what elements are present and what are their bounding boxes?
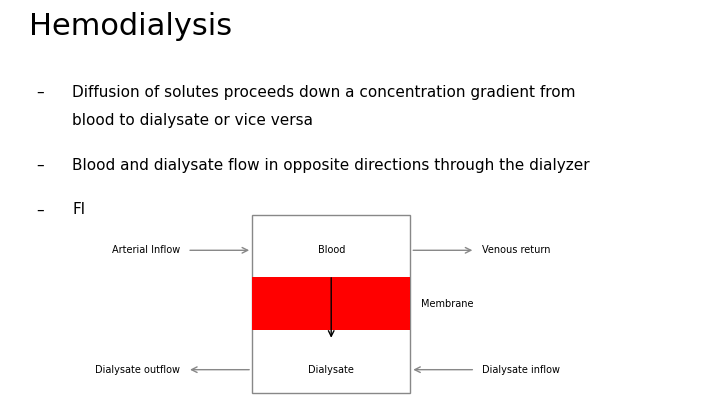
Text: Membrane: Membrane xyxy=(421,299,474,309)
Text: Arterial Inflow: Arterial Inflow xyxy=(112,245,180,255)
Text: –: – xyxy=(36,202,44,217)
Text: Blood and dialysate flow in opposite directions through the dialyzer: Blood and dialysate flow in opposite dir… xyxy=(72,158,590,173)
Text: blood to dialysate or vice versa: blood to dialysate or vice versa xyxy=(72,113,313,128)
Text: Dialysate: Dialysate xyxy=(308,364,354,375)
Text: Venous return: Venous return xyxy=(482,245,551,255)
Bar xyxy=(252,215,410,393)
Text: Dialysate inflow: Dialysate inflow xyxy=(482,364,560,375)
Text: Dialysate outflow: Dialysate outflow xyxy=(95,364,180,375)
Text: Fl: Fl xyxy=(72,202,85,217)
Text: Hemodialysis: Hemodialysis xyxy=(29,12,232,41)
Bar xyxy=(252,277,410,330)
Text: –: – xyxy=(36,85,44,100)
Text: Diffusion of solutes proceeds down a concentration gradient from: Diffusion of solutes proceeds down a con… xyxy=(72,85,575,100)
Text: Blood: Blood xyxy=(318,245,345,255)
Text: –: – xyxy=(36,158,44,173)
